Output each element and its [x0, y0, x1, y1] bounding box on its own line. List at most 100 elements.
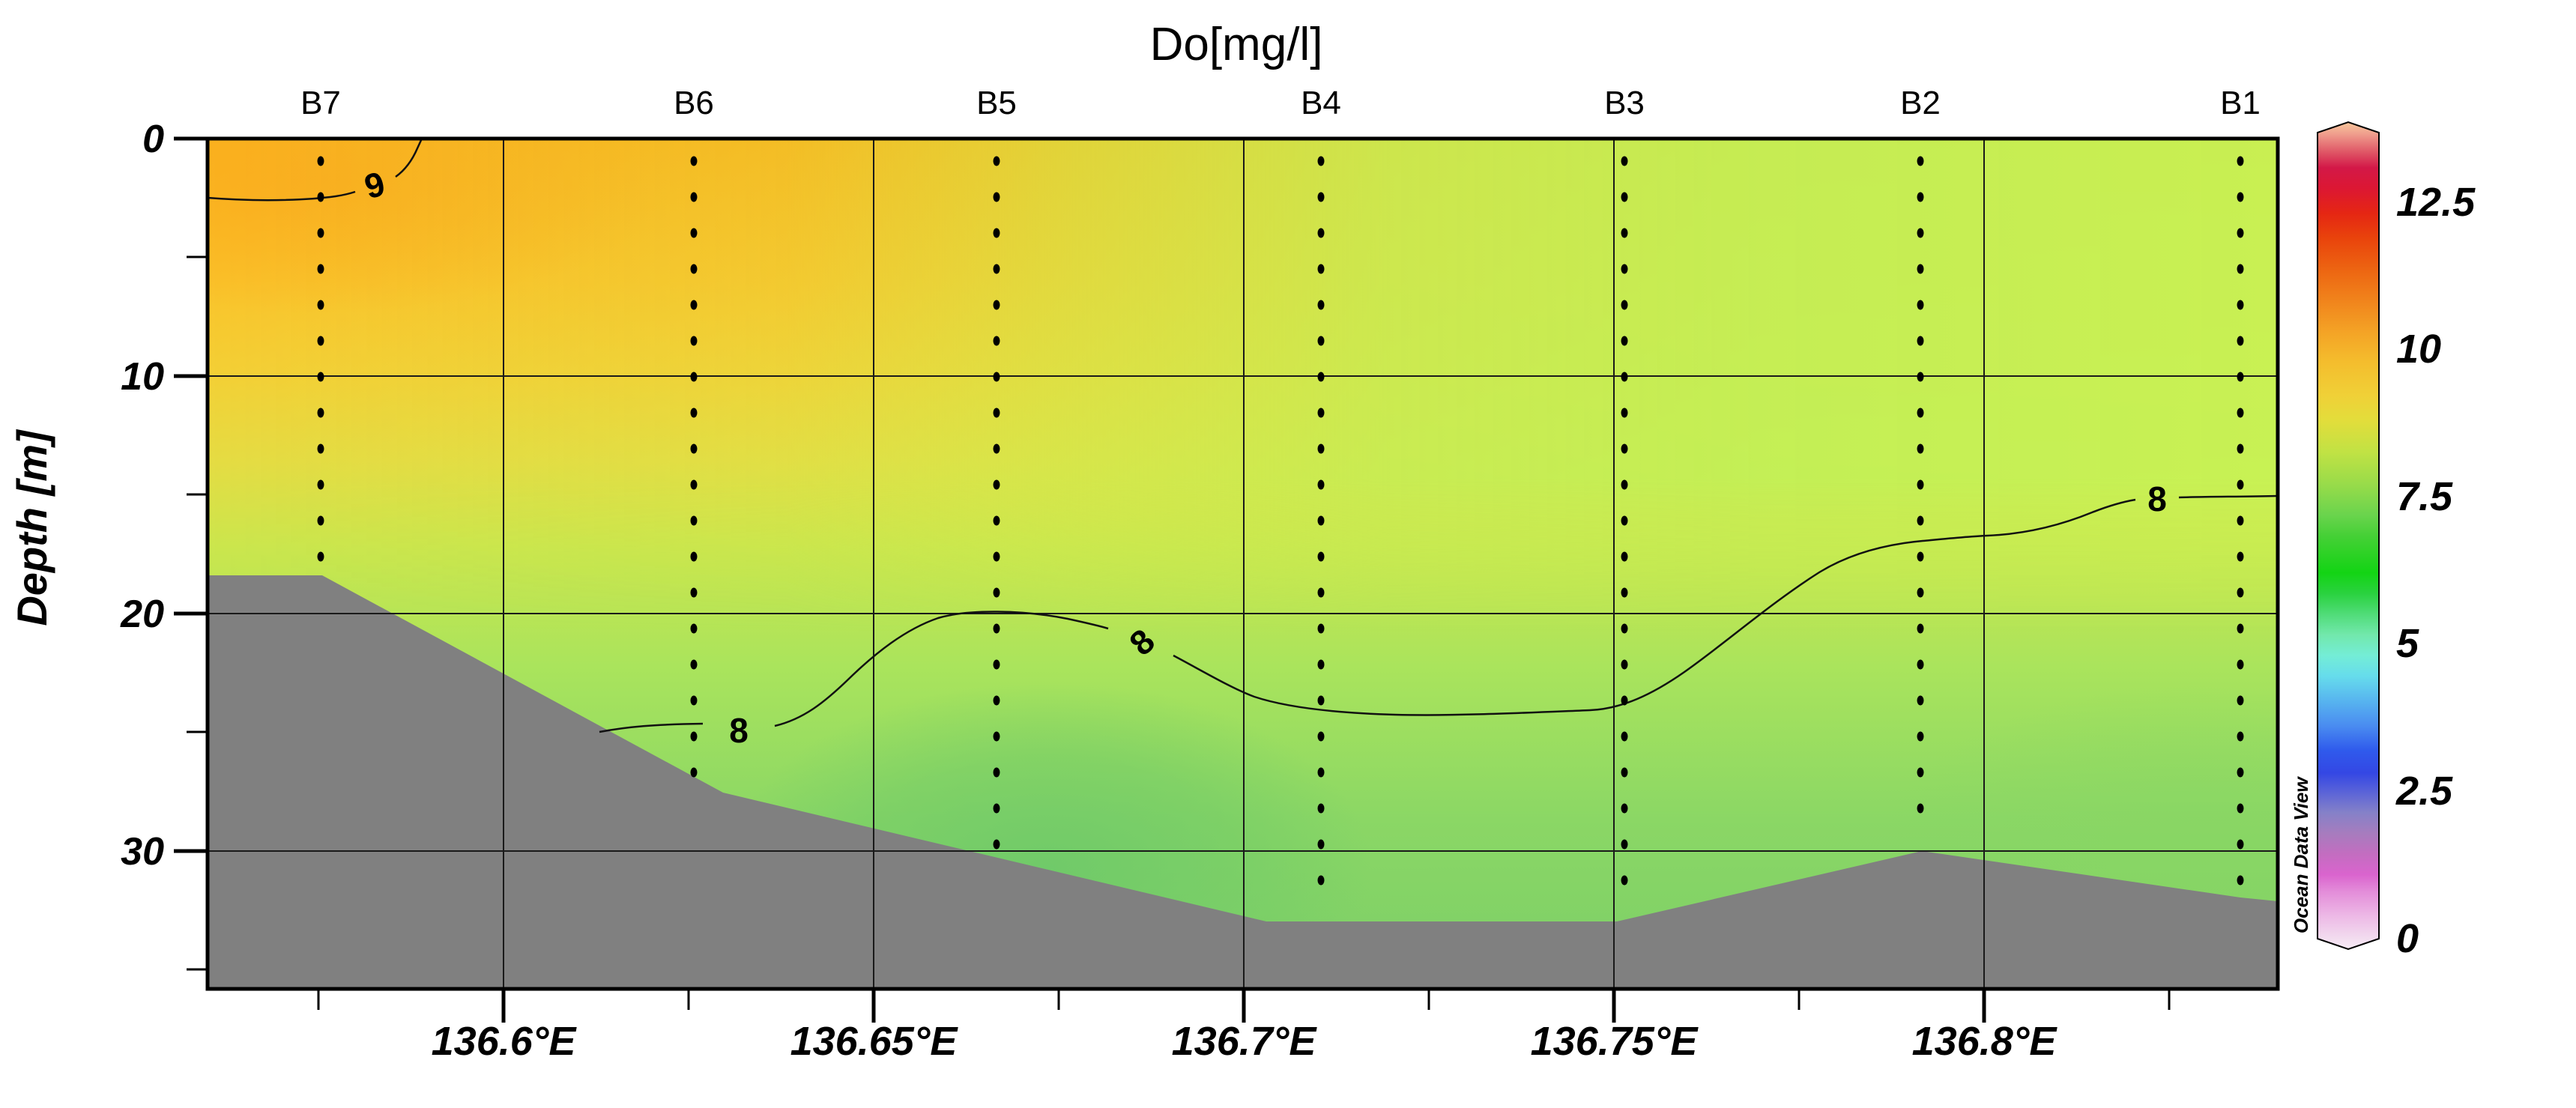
colorbar-tick-5: 5	[2396, 621, 2419, 666]
station-label-B6: B6	[674, 85, 714, 121]
sample-dot	[993, 372, 1000, 382]
sample-dot	[993, 479, 1000, 490]
sample-dot	[1917, 300, 1924, 310]
sample-dot	[1317, 587, 1325, 598]
colorbar-bar	[2317, 121, 2380, 951]
sample-dot	[1917, 551, 1924, 562]
sample-dot	[2237, 479, 2244, 490]
colorbar-tick-12.5: 12.5	[2396, 180, 2476, 225]
vertical-gridlines	[503, 139, 1985, 989]
sample-dot	[690, 192, 698, 202]
sample-dot	[2237, 767, 2244, 778]
colorbar-tick-2.5: 2.5	[2395, 769, 2453, 814]
sample-dot	[317, 156, 324, 166]
sample-dot	[317, 300, 324, 310]
sample-dot	[1917, 659, 1924, 670]
sample-dot	[1317, 875, 1325, 886]
sample-dot	[993, 839, 1000, 850]
sample-dot	[1317, 767, 1325, 778]
sample-dot	[993, 515, 1000, 526]
station-label-B7: B7	[300, 85, 341, 121]
sample-dot	[1917, 479, 1924, 490]
sample-dot	[317, 336, 324, 346]
sample-dot	[1621, 228, 1628, 238]
sample-dot	[690, 372, 698, 382]
sample-dot	[1621, 623, 1628, 634]
sample-dot	[317, 551, 324, 562]
sample-dot	[317, 192, 324, 202]
sample-dot	[2237, 695, 2244, 706]
sample-dot	[2237, 372, 2244, 382]
sample-dot	[1621, 300, 1628, 310]
sample-dot	[2237, 228, 2244, 238]
colorbar-tick-0: 0	[2396, 916, 2419, 961]
sample-dot	[1917, 767, 1924, 778]
colorbar: 12.5 10 7.5 5 2.5 0 Ocean Data View	[2290, 121, 2476, 961]
contour-8-d	[2178, 494, 2278, 499]
contour-8-c	[1173, 498, 2136, 716]
sample-dot	[2237, 300, 2244, 310]
sample-dot	[2237, 659, 2244, 670]
sample-dot	[1917, 515, 1924, 526]
chart-title: Do[mg/l]	[1150, 19, 1323, 70]
sample-dot	[690, 515, 698, 526]
sample-dot	[317, 228, 324, 238]
sample-dot	[317, 443, 324, 454]
sample-dot	[1317, 839, 1325, 850]
sample-dot	[993, 659, 1000, 670]
sample-dot	[2237, 408, 2244, 418]
sample-dot	[1917, 803, 1924, 814]
station-label-B2: B2	[1900, 85, 1941, 121]
sample-dot	[993, 264, 1000, 274]
colorbar-tick-labels: 12.5 10 7.5 5 2.5 0	[2395, 180, 2476, 961]
sample-dot	[2237, 336, 2244, 346]
sample-dot	[1317, 803, 1325, 814]
sample-dot	[993, 228, 1000, 238]
x-tick-label: 136.7°E	[1172, 1019, 1318, 1064]
sample-dot	[1317, 264, 1325, 274]
sample-dot	[993, 336, 1000, 346]
colorbar-tick-7.5: 7.5	[2396, 474, 2453, 519]
sample-dot	[993, 443, 1000, 454]
sample-dot	[1917, 192, 1924, 202]
sample-dot	[690, 336, 698, 346]
sample-dot	[1621, 695, 1628, 706]
sample-dot	[993, 803, 1000, 814]
sample-dot	[1917, 731, 1924, 742]
contour-8-b	[774, 611, 1109, 727]
y-axis-label: Depth [m]	[8, 429, 55, 626]
sample-dot	[2237, 623, 2244, 634]
sample-dot	[317, 408, 324, 418]
sample-dot	[1317, 515, 1325, 526]
sample-dot	[690, 228, 698, 238]
station-labels: B7 B6 B5 B4 B3 B2 B1	[300, 85, 2261, 121]
sample-dot	[1621, 515, 1628, 526]
sample-dot	[1917, 695, 1924, 706]
sample-dot	[1317, 228, 1325, 238]
sample-dot	[1621, 479, 1628, 490]
station-label-B5: B5	[976, 85, 1017, 121]
sample-dot	[1917, 587, 1924, 598]
sample-dot	[1317, 336, 1325, 346]
sample-dot	[690, 264, 698, 274]
sample-dot	[1317, 192, 1325, 202]
contour-lines	[208, 139, 2278, 733]
sample-dot	[2237, 156, 2244, 166]
sample-dot	[993, 408, 1000, 418]
sample-dot	[1917, 408, 1924, 418]
x-tick-label: 136.8°E	[1912, 1019, 2058, 1064]
sample-dot	[690, 587, 698, 598]
x-tick-label: 136.65°E	[790, 1019, 959, 1064]
sample-dot	[993, 551, 1000, 562]
sample-dot	[1621, 767, 1628, 778]
sample-dot	[2237, 875, 2244, 886]
sample-dot	[1621, 659, 1628, 670]
station-label-B3: B3	[1604, 85, 1645, 121]
sample-dot	[2237, 803, 2244, 814]
sample-dot	[690, 623, 698, 634]
sample-dot	[993, 587, 1000, 598]
sample-dot	[993, 731, 1000, 742]
sample-dot	[1317, 623, 1325, 634]
